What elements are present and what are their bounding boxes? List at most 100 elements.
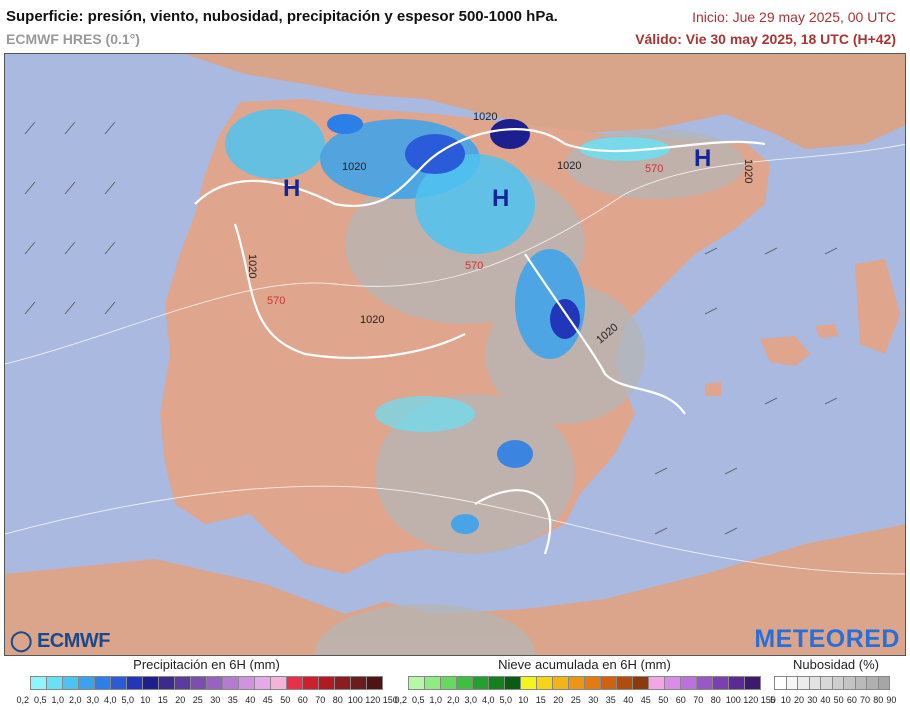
precip-legend-swatch xyxy=(286,676,302,690)
init-time: Inicio: Jue 29 may 2025, 00 UTC xyxy=(692,9,896,25)
snow-legend-swatch xyxy=(504,676,520,690)
isobar-label: 1020 xyxy=(360,314,384,326)
snow-legend-tick: 70 xyxy=(693,695,704,705)
precip-legend-tick: 4,0 xyxy=(103,695,117,705)
precip-legend-tick: 80 xyxy=(332,695,343,705)
meteored-logo: METEORED xyxy=(754,625,900,653)
precip-legend-swatch xyxy=(158,676,174,690)
cloud-legend-swatch xyxy=(774,676,786,690)
isobar-label: 1020 xyxy=(742,159,754,183)
snow-legend-bar xyxy=(408,676,761,690)
precip-legend-tick: 10 xyxy=(140,695,151,705)
snow-legend-swatch xyxy=(568,676,584,690)
cloud-legend-bar xyxy=(774,676,890,690)
snow-legend-ticks: 0,2 0,5 1,0 2,0 3,0 4,0 5,0 10 15 20 25 30 35 40 45 50 6… xyxy=(392,695,777,705)
snow-legend-tick: 3,0 xyxy=(464,695,477,705)
precip-legend-swatch xyxy=(318,676,334,690)
cloud-legend-tick: 30 xyxy=(807,695,818,705)
snow-legend-tick: 30 xyxy=(588,695,599,705)
snow-legend-swatch xyxy=(456,676,472,690)
snow-legend-swatch xyxy=(408,676,424,690)
snow-legend-swatch xyxy=(584,676,600,690)
precip-legend-swatch xyxy=(350,676,366,690)
snow-legend-title: Nieve acumulada en 6H (mm) xyxy=(498,657,671,672)
cloud-legend-swatch xyxy=(785,676,797,690)
cloud-legend-tick: 40 xyxy=(820,695,831,705)
precip-legend-tick: 15 xyxy=(157,695,168,705)
valid-time: Válido: Vie 30 may 2025, 18 UTC (H+42) xyxy=(635,31,896,47)
cloud-legend-tick: 80 xyxy=(873,695,884,705)
snow-legend-tick: 0,2 xyxy=(394,695,407,705)
precip-legend-swatch xyxy=(238,676,254,690)
snow-legend-swatch xyxy=(520,676,536,690)
ibiza-island xyxy=(705,382,721,396)
snow-legend-tick: 50 xyxy=(658,695,669,705)
map-canvas: H H H 1020 1020 1020 1020 1020 1020 1020… xyxy=(5,54,905,655)
map-title: Superficie: presión, viento, nubosidad, … xyxy=(6,8,558,25)
precip-legend-tick: 1,0 xyxy=(51,695,64,705)
precip-legend-tick: 120 xyxy=(365,695,381,705)
weather-map[interactable]: H H H 1020 1020 1020 1020 1020 1020 1020… xyxy=(4,53,906,656)
snow-legend-tick: 25 xyxy=(570,695,581,705)
cloud-legend-swatch xyxy=(820,676,832,690)
snow-legend-swatch xyxy=(712,676,728,690)
precip-legend-swatch xyxy=(190,676,206,690)
cloud-legend-tick: 60 xyxy=(846,695,857,705)
precip-legend-tick: 20 xyxy=(175,695,186,705)
isobars xyxy=(194,128,766,555)
cloud-legend-swatch xyxy=(797,676,809,690)
snow-legend-swatch xyxy=(600,676,616,690)
precip-legend-title: Precipitación en 6H (mm) xyxy=(133,657,280,672)
snow-legend-tick: 80 xyxy=(710,695,721,705)
high-pressure-marker: H xyxy=(283,175,300,202)
precip-legend-swatch xyxy=(174,676,190,690)
precip-legend-bar xyxy=(30,676,383,690)
snow-legend-swatch xyxy=(696,676,712,690)
snow-legend-tick: 0,5 xyxy=(411,695,425,705)
precip-legend-tick: 35 xyxy=(227,695,238,705)
ecmwf-logo-icon: ◯ xyxy=(10,630,37,652)
ecmwf-logo: ◯ ECMWF xyxy=(10,628,111,653)
precip-legend-tick: 40 xyxy=(245,695,256,705)
snow-legend-swatch xyxy=(472,676,488,690)
precip-legend-swatch xyxy=(110,676,126,690)
wind-barbs xyxy=(24,121,838,535)
high-pressure-marker: H xyxy=(694,145,711,172)
isobar-label: 1020 xyxy=(342,161,366,173)
snow-legend-swatch xyxy=(440,676,456,690)
africa-land xyxy=(5,524,905,655)
snow-legend-swatch xyxy=(728,676,744,690)
thickness-lines xyxy=(5,143,905,575)
snow-legend-swatch xyxy=(680,676,696,690)
snow-legend-tick: 40 xyxy=(623,695,634,705)
cloud-legend-swatch xyxy=(877,676,890,690)
cloud-legend-tick: 70 xyxy=(860,695,871,705)
snow-legend-tick: 120 xyxy=(743,695,759,705)
snow-legend-tick: 15 xyxy=(535,695,546,705)
snow-legend-swatch xyxy=(648,676,664,690)
thickness-label: 570 xyxy=(645,163,663,175)
snow-legend-tick: 45 xyxy=(640,695,651,705)
snow-legend-tick: 150 xyxy=(760,695,776,705)
cloud-legend-ticks: 5 10 20 30 40 50 60 70 80 90 xyxy=(766,695,898,705)
precip-legend-swatch xyxy=(302,676,318,690)
snow-legend-tick: 60 xyxy=(675,695,686,705)
precip-legend-swatch xyxy=(30,676,46,690)
isobar-label: 1020 xyxy=(473,111,497,123)
snow-legend-tick: 20 xyxy=(553,695,564,705)
cloud-legend-tick: 90 xyxy=(886,695,897,705)
snow-legend-tick: 5,0 xyxy=(499,695,512,705)
snow-legend-tick: 4,0 xyxy=(481,695,495,705)
ecmwf-logo-text: ECMWF xyxy=(36,630,111,652)
precip-legend-tick: 60 xyxy=(297,695,308,705)
precip-legend-swatch xyxy=(222,676,238,690)
isobar-label: 1020 xyxy=(246,254,258,278)
snow-legend-swatch xyxy=(664,676,680,690)
iberia-land xyxy=(160,99,770,574)
precip-legend-swatch xyxy=(254,676,270,690)
precip-legend-tick: 5,0 xyxy=(121,695,134,705)
high-pressure-marker: H xyxy=(492,185,509,212)
precip-legend-swatch xyxy=(126,676,142,690)
cloud-legend-swatch xyxy=(866,676,878,690)
precip-legend-swatch xyxy=(366,676,383,690)
